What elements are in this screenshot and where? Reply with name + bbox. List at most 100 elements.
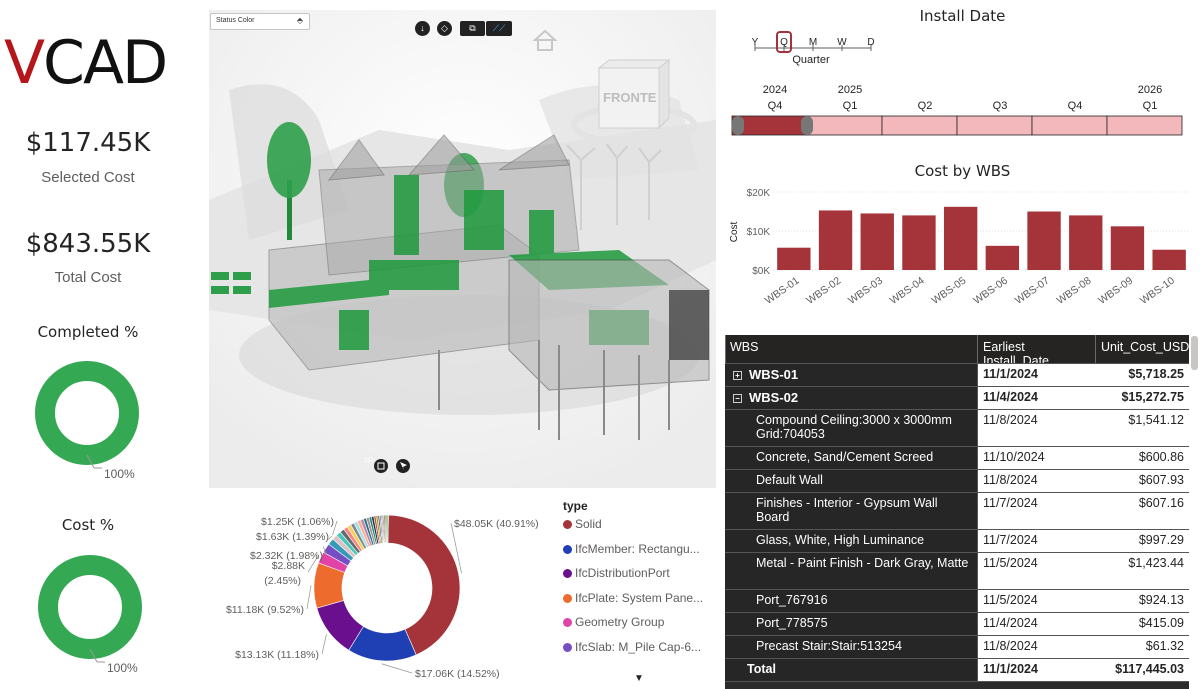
bar-y-label: Cost [729,221,740,242]
bar-WBS-02[interactable] [818,210,853,270]
table-total-row[interactable]: Total 11/1/2024 $117,445.03 [725,659,1189,682]
bar-WBS-07[interactable] [1027,211,1061,271]
cost-gauge-value: 100% [107,661,138,675]
completed-gauge[interactable] [30,356,150,476]
model-viewer[interactable]: FRONTE 151 [209,10,716,488]
building-model[interactable]: FRONTE 151 [209,10,716,488]
wbs-matrix-table[interactable]: WBS Earliest Install_Date Unit_Cost_USD + WB… [725,335,1189,689]
timeline-handle-left[interactable] [732,116,744,135]
table-row[interactable]: Default Wall 11/8/2024 $607.93 [725,470,1189,493]
bar-WBS-08[interactable] [1069,215,1103,270]
solar-panels [211,272,251,294]
table-row[interactable]: Glass, White, High Luminance 11/7/2024 $99… [725,530,1189,553]
bar-x-tick: WBS-05 [929,275,968,307]
timeline-segment-2[interactable] [881,115,958,136]
legend-item[interactable]: Geometry Group [563,615,713,640]
table-group-row[interactable]: − WBS-02 11/4/2024 $15,272.75 [725,387,1189,410]
bar-WBS-04[interactable] [902,215,936,270]
bar-WBS-03[interactable] [860,213,894,270]
granularity-option-Y[interactable]: Y [752,37,759,48]
legend-dot-icon [563,569,572,578]
status-color-dropdown[interactable]: Status Color ⬘ [210,13,310,30]
legend-item[interactable]: Solid [563,517,713,542]
viewer-badge-count: 151 [364,458,375,464]
timeline-segment-5[interactable] [1106,115,1183,136]
completed-gauge-leader [86,454,95,469]
completed-gauge-ring [35,361,139,465]
granularity-option-Q[interactable]: Q [780,37,788,48]
ghost-toggle-icon[interactable]: ⧉ [460,21,485,36]
table-row[interactable]: Metal - Paint Finish - Dark Gray, Matte 1… [725,553,1189,590]
install-date-title: Install Date [919,7,1006,25]
legend-item[interactable]: IfcMember: Rectangu... [563,542,713,567]
granularity-option-D[interactable]: D [867,37,874,48]
cell-wbs: Compound Ceiling:3000 x 3000mm Grid:7040… [725,410,977,447]
timeline-quarter-label: Q3 [993,100,1008,112]
table-row[interactable]: Port_778575 11/4/2024 $415.09 [725,613,1189,636]
bar-x-tick: WBS-03 [846,275,885,307]
bar-WBS-09[interactable] [1110,226,1145,270]
selected-cost-value: $117.45K [25,128,151,158]
legend-item[interactable]: IfcSlab: M_Pile Cap-6... [563,640,713,665]
legend-item[interactable]: IfcPlate: System Pane... [563,591,713,616]
timeline-handle-right[interactable] [801,116,813,135]
vcad-logo: VCAD [4,28,168,98]
info-icon[interactable]: ↓ [415,21,430,36]
cost-gauge[interactable] [33,550,153,670]
bar-x-tick: WBS-08 [1055,275,1094,307]
table-row[interactable]: Concrete, Sand/Cement Screed 11/10/2024 $6… [725,447,1189,470]
donut-data-label: $1.63K (1.39%) [256,531,329,543]
piles [438,340,670,440]
donut-slice-0[interactable] [387,514,461,656]
bar-WBS-10[interactable] [1152,249,1186,270]
viewer-nav-controls[interactable]: 151 [364,458,410,473]
timeline-quarter-label: Q1 [843,100,858,112]
install-date-timeline[interactable]: Q4 2024 Q1 2025 Q2 Q3 Q4 Q1 2026 [725,80,1200,140]
view-cube[interactable]: FRONTE [571,58,697,146]
cell-unit-cost: Unit_Cost_USD [1095,335,1189,364]
donut-leader-line [307,555,319,573]
table-group-row[interactable]: + WBS-01 11/1/2024 $5,718.25 [725,364,1189,387]
home-icon[interactable] [532,29,558,51]
cell-install-date: 11/8/2024 [977,410,1095,447]
granularity-option-M[interactable]: M [809,37,817,48]
cell-install-date: 11/8/2024 [977,470,1095,493]
bar-x-tick: WBS-07 [1013,275,1052,307]
table-scrollbar[interactable] [1191,336,1198,370]
legend-item[interactable]: IfcDistributionPort [563,566,713,591]
group-label: WBS-01 [749,367,799,382]
cell-unit-cost: $61.32 [1095,636,1189,659]
bar-WBS-05[interactable] [943,206,978,270]
cost-by-wbs-title: Cost by WBS [914,162,1011,180]
donut-leader-line [332,520,338,536]
timeline-segment-4[interactable] [1031,115,1108,136]
legend-label: IfcMember: Rectangu... [575,541,700,556]
timeline-segment-1[interactable] [806,115,883,136]
table-row[interactable]: Precast Stair:Stair:513254 11/8/2024 $61.3… [725,636,1189,659]
cost-gauge-ring [38,555,142,659]
isolate-icon[interactable]: ◇ [437,21,452,36]
table-row[interactable]: Compound Ceiling:3000 x 3000mm Grid:7040… [725,410,1189,447]
type-donut-chart[interactable]: $48.05K (40.91%) $17.06K (14.52%) $13.13K … [209,505,554,689]
granularity-option-W[interactable]: W [837,37,847,48]
cell-install-date: 11/5/2024 [977,553,1095,590]
legend-scroll-down-icon[interactable]: ▼ [634,673,644,684]
timeline-segment-3[interactable] [956,115,1033,136]
collapse-icon[interactable]: − [733,394,742,404]
donut-slice-29[interactable] [386,514,389,544]
expand-icon[interactable]: + [733,371,742,381]
bar-WBS-01[interactable] [777,247,811,270]
highlight-toggle-icon[interactable]: ⟋⟋ [486,21,512,36]
granularity-selected-marker [776,31,792,53]
completed-gauge-value: 100% [104,467,135,481]
cell-unit-cost: $600.86 [1095,447,1189,470]
legend-label: Geometry Group [575,615,665,629]
chevron-down-icon: ⬘ [296,16,303,25]
bar-WBS-06[interactable] [985,245,1020,270]
cell-install-date: 11/8/2024 [977,636,1095,659]
table-row[interactable]: Port_767916 11/5/2024 $924.13 [725,590,1189,613]
cell-unit-cost: $5,718.25 [1095,364,1189,387]
table-row[interactable]: Finishes - Interior - Gypsum Wall Board 1… [725,493,1189,530]
